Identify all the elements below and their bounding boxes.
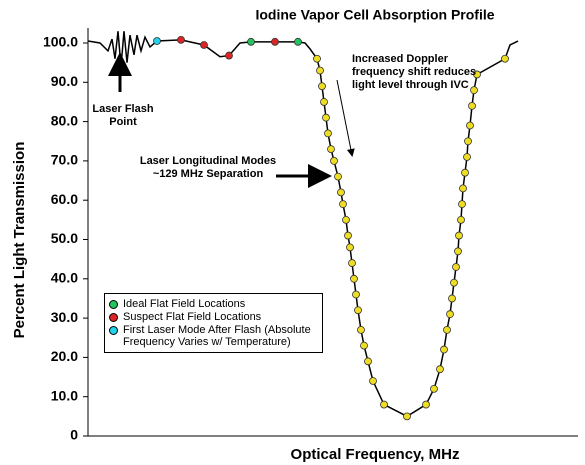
arrow <box>336 79 355 157</box>
point <box>153 37 161 45</box>
y-tick-label: 30.0 <box>51 309 78 325</box>
point <box>463 153 471 161</box>
point <box>346 243 354 252</box>
chart-title: Iodine Vapor Cell Absorption Profile <box>255 7 494 23</box>
point <box>225 51 233 60</box>
point <box>364 357 372 366</box>
point <box>466 121 474 130</box>
point <box>461 168 469 177</box>
annotation: Laser Flash Point <box>92 103 154 128</box>
point <box>369 377 377 385</box>
y-tick-label: 40.0 <box>51 270 78 286</box>
legend-item: Ideal Flat Field Locations <box>109 298 318 310</box>
point <box>403 412 411 421</box>
point <box>320 98 328 106</box>
legend: Ideal Flat Field Locations Suspect Flat F… <box>104 293 323 353</box>
point <box>459 184 467 193</box>
y-tick-label: 60.0 <box>51 191 78 207</box>
y-axis-label: Percent Light Transmission <box>11 142 28 339</box>
point <box>446 310 454 319</box>
point <box>334 172 342 181</box>
point <box>294 37 302 46</box>
point <box>342 215 350 224</box>
point <box>354 306 362 315</box>
y-tick-label: 10.0 <box>51 387 78 403</box>
legend-marker <box>109 300 118 309</box>
point <box>177 35 185 44</box>
point <box>473 70 481 79</box>
y-tick-label: 50.0 <box>51 230 78 246</box>
point <box>318 82 326 91</box>
legend-marker <box>109 326 118 335</box>
point <box>436 365 444 374</box>
point <box>344 231 352 240</box>
point <box>348 259 356 267</box>
point <box>422 400 430 409</box>
point <box>327 145 335 154</box>
y-tick-label: 100.0 <box>43 34 78 50</box>
point <box>443 325 451 334</box>
point <box>330 156 338 165</box>
point <box>316 66 324 75</box>
x-axis-label: Optical Frequency, MHz <box>291 446 460 463</box>
y-tick-label: 90.0 <box>51 73 78 89</box>
legend-item: Suspect Flat Field Locations <box>109 311 318 323</box>
point <box>357 325 365 334</box>
point <box>352 290 360 299</box>
point <box>448 294 456 303</box>
y-tick-label: 0 <box>70 427 78 443</box>
point <box>454 247 462 256</box>
point <box>324 129 332 138</box>
legend-label: Ideal Flat Field Locations <box>123 298 246 310</box>
point <box>468 101 476 110</box>
legend-label: First Laser Mode After Flash (Absolute F… <box>123 324 311 348</box>
point <box>501 54 509 63</box>
point <box>450 278 458 287</box>
point <box>440 345 448 354</box>
point <box>458 200 466 209</box>
point <box>271 37 279 46</box>
point <box>455 231 463 240</box>
point <box>337 188 345 197</box>
point <box>350 274 358 283</box>
point <box>452 263 460 271</box>
point <box>457 215 465 224</box>
point <box>430 384 438 393</box>
point <box>322 113 330 122</box>
point <box>360 341 368 350</box>
point <box>247 37 255 46</box>
y-tick-label: 80.0 <box>51 112 78 128</box>
legend-item: First Laser Mode After Flash (Absolute F… <box>109 324 318 348</box>
legend-label: Suspect Flat Field Locations <box>123 311 262 323</box>
y-tick-label: 70.0 <box>51 152 78 168</box>
annotation: Increased Doppler frequency shift reduce… <box>352 53 477 91</box>
point <box>339 200 347 209</box>
point <box>200 41 208 49</box>
legend-marker <box>109 313 118 322</box>
annotation: Laser Longitudinal Modes ~129 MHz Separa… <box>139 155 277 180</box>
point <box>470 86 478 95</box>
point <box>380 400 388 409</box>
point <box>313 54 321 63</box>
y-tick-label: 20.0 <box>51 348 78 364</box>
point <box>464 137 472 146</box>
